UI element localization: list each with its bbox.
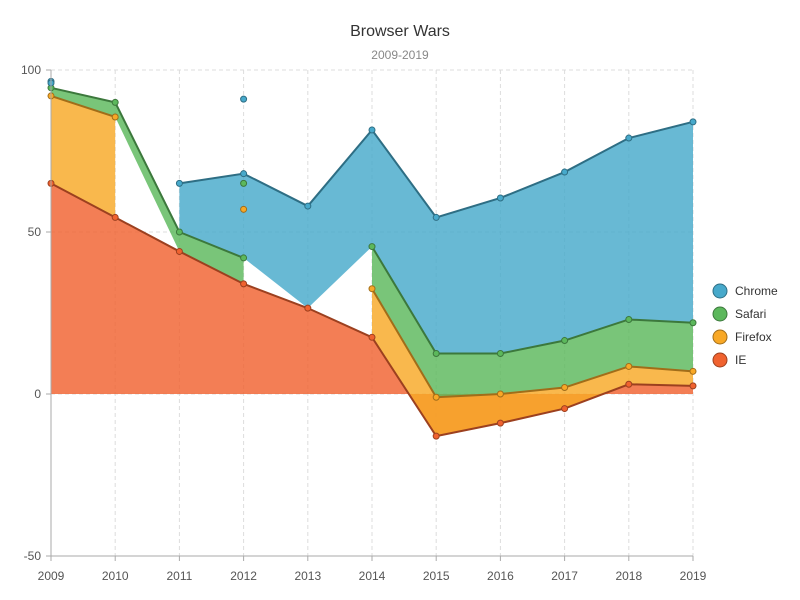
- point-firefox[interactable]: [432, 393, 440, 401]
- point-ie[interactable]: [304, 304, 312, 312]
- point-ie[interactable]: [689, 382, 697, 390]
- point-ie[interactable]: [432, 432, 440, 440]
- x-tick-label: 2012: [230, 569, 257, 583]
- line-firefox: [371, 288, 694, 399]
- legend[interactable]: Chrome Safari Firefox IE: [712, 283, 778, 368]
- point-ie[interactable]: [496, 419, 504, 427]
- point-firefox[interactable]: [111, 113, 119, 121]
- legend-item-chrome[interactable]: Chrome: [712, 283, 778, 299]
- area-chrome: [179, 121, 693, 354]
- areas: [51, 87, 693, 437]
- point-firefox[interactable]: [496, 390, 504, 398]
- point-safari[interactable]: [625, 315, 633, 323]
- legend-marker: [712, 352, 728, 368]
- point-firefox[interactable]: [625, 362, 633, 370]
- point-chrome[interactable]: [304, 202, 312, 210]
- point-safari[interactable]: [689, 319, 697, 327]
- legend-item-ie[interactable]: IE: [712, 352, 746, 368]
- point-ie[interactable]: [368, 333, 376, 341]
- legend-label: Chrome: [735, 284, 778, 298]
- area-ie: [51, 183, 693, 437]
- point-chrome[interactable]: [625, 134, 633, 142]
- point-ie[interactable]: [561, 405, 569, 413]
- y-tick-label: -50: [24, 549, 42, 563]
- area-firefox: [51, 95, 116, 218]
- point-chrome[interactable]: [496, 194, 504, 202]
- legend-marker: [712, 329, 728, 345]
- line-safari: [371, 246, 694, 355]
- legend-label: IE: [735, 353, 746, 367]
- legend-item-firefox[interactable]: Firefox: [712, 329, 772, 345]
- line-firefox: [50, 94, 116, 118]
- point-ie[interactable]: [175, 247, 183, 255]
- x-tick-label: 2019: [680, 569, 707, 583]
- point-chrome[interactable]: [175, 179, 183, 187]
- x-tick-label: 2017: [551, 569, 578, 583]
- point-safari[interactable]: [368, 243, 376, 251]
- x-tick-label: 2014: [359, 569, 386, 583]
- point-safari[interactable]: [432, 350, 440, 357]
- point-safari[interactable]: [561, 337, 569, 345]
- point-firefox[interactable]: [368, 285, 376, 293]
- x-tick-label: 2011: [166, 569, 192, 583]
- area-safari: [51, 87, 244, 284]
- point-chrome[interactable]: [432, 213, 440, 221]
- area-firefox: [372, 288, 693, 437]
- y-tick-label: 0: [34, 387, 41, 401]
- chart-subtitle: 2009-2019: [371, 48, 429, 62]
- point-safari[interactable]: [240, 254, 248, 262]
- point-safari[interactable]: [496, 350, 504, 357]
- point-safari[interactable]: [111, 98, 119, 106]
- x-tick-label: 2010: [102, 569, 129, 583]
- point-chrome[interactable]: [240, 170, 248, 178]
- x-tick-label: 2016: [487, 569, 514, 583]
- point-chrome[interactable]: [561, 168, 569, 176]
- point-chrome[interactable]: [689, 118, 697, 126]
- point-safari[interactable]: [175, 228, 183, 236]
- point-chrome[interactable]: [368, 126, 376, 134]
- x-tick-label: 2015: [423, 569, 450, 583]
- area-safari: [372, 246, 693, 398]
- legend-marker: [712, 283, 728, 299]
- point-ie[interactable]: [240, 280, 248, 288]
- x-tick-label: 2009: [38, 569, 65, 583]
- legend-label: Firefox: [735, 330, 772, 344]
- axes: -50 0 50 100 2009 2010 2011 2012 2013 2014 2015 201…: [21, 63, 707, 583]
- point-firefox[interactable]: [240, 205, 248, 213]
- y-tick-label: 100: [21, 63, 41, 77]
- point-safari[interactable]: [240, 179, 248, 187]
- x-tick-label: 2018: [615, 569, 642, 583]
- x-tick-label: 2013: [294, 569, 321, 583]
- chart-title: Browser Wars: [350, 23, 450, 40]
- point-firefox[interactable]: [561, 384, 569, 392]
- legend-item-safari[interactable]: Safari: [712, 306, 766, 322]
- point-ie[interactable]: [111, 213, 119, 221]
- y-tick-label: 50: [28, 225, 42, 239]
- data-points[interactable]: [47, 77, 697, 440]
- line-safari: [50, 86, 244, 259]
- legend-marker: [712, 306, 728, 322]
- point-firefox[interactable]: [689, 367, 697, 375]
- point-chrome[interactable]: [240, 95, 248, 103]
- legend-label: Safari: [735, 307, 766, 321]
- point-ie[interactable]: [625, 380, 633, 388]
